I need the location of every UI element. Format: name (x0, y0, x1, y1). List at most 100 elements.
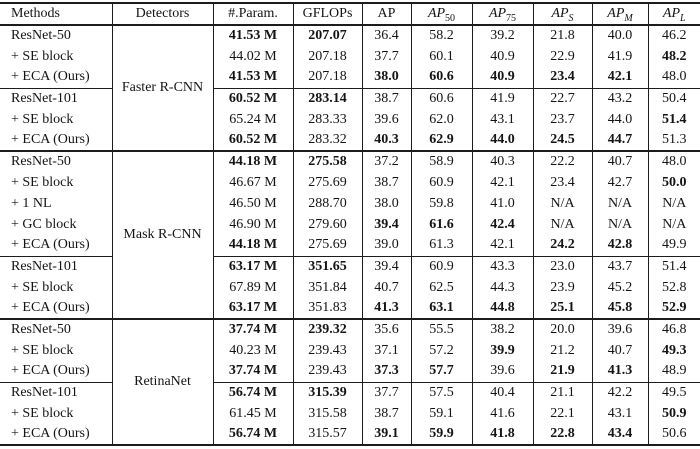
metric-cell: N/A (592, 193, 649, 214)
method-cell: + SE block (0, 277, 113, 298)
metric-cell: 38.0 (362, 193, 412, 214)
column-header-methods: Methods (0, 3, 113, 26)
metric-cell: 239.43 (293, 340, 363, 361)
metric-cell: 58.9 (411, 150, 473, 172)
metric-cell: 51.3 (662, 132, 687, 147)
metric-cell: N/A (662, 195, 687, 211)
metric-cell: 39.6 (592, 318, 649, 340)
metric-cell: 48.2 (662, 48, 687, 64)
column-header-gflops: GFLOPs (293, 3, 363, 26)
metric-cell: 59.9 (411, 424, 473, 445)
metric-cell: 41.6 (472, 403, 534, 424)
metric-cell: 42.8 (592, 235, 649, 256)
metric-cell: 42.7 (592, 172, 649, 193)
metric-cell: 41.53 M (213, 24, 294, 46)
metric-cell: 59.8 (411, 193, 473, 214)
table-row: + SE block 67.89 M 351.84 40.7 62.5 44.3 23.9 4… (0, 277, 700, 298)
table-row: ResNet-101 60.52 M 283.14 38.7 60.6 41.9 22.7 4… (0, 87, 700, 109)
metric-cell: 37.74 M (213, 318, 294, 340)
column-header-label: AP (488, 6, 507, 21)
column-header-subscript: 50 (445, 12, 456, 24)
metric-cell: 41.3 (362, 298, 412, 319)
metric-cell: 40.3 (472, 150, 534, 172)
metric-cell: 60.52 M (213, 87, 294, 109)
metric-cell: 46.90 M (213, 214, 294, 235)
metric-cell: 283.33 (293, 109, 363, 130)
metric-cell: 37.74 M (213, 361, 294, 382)
detector-cell: Mask R-CNN (112, 150, 214, 319)
metric-cell: 315.57 (293, 424, 363, 445)
metric-cell: 57.7 (411, 361, 473, 382)
column-header-label: Methods (11, 6, 60, 21)
table-row: + ECA (Ours) 37.74 M 239.43 37.3 57.7 39.6 21.… (0, 361, 700, 382)
metric-cell: 43.4 (592, 424, 649, 445)
column-header-param: #.Param. (213, 3, 294, 26)
metric-cell: 41.8 (472, 424, 534, 445)
table-row: + SE block 46.67 M 275.69 38.7 60.9 42.1 23.4 4… (0, 172, 700, 193)
metric-cell: 60.9 (411, 255, 473, 277)
metric-cell: 38.2 (472, 318, 534, 340)
column-header-ap75: AP75 (472, 3, 534, 26)
metric-cell: 38.0 (362, 67, 412, 88)
metric-cell: 42.1 (472, 172, 534, 193)
column-header-label: AP (427, 6, 446, 21)
metric-cell: 43.7 (592, 255, 649, 277)
method-cell: ResNet-50 (0, 150, 113, 172)
metric-cell: 39.4 (362, 255, 412, 277)
metric-cell: 288.70 (293, 193, 363, 214)
table-row: + ECA (Ours) 41.53 M 207.18 38.0 60.6 40.9 23.… (0, 67, 700, 88)
column-header-aps: APS (533, 3, 593, 26)
metric-cell: 22.2 (533, 150, 593, 172)
metric-cell: 25.1 (533, 298, 593, 319)
column-header-apl: APL (648, 3, 700, 26)
metric-cell: N/A (592, 214, 649, 235)
metric-cell: 42.4 (472, 214, 534, 235)
table-row: + GC block 46.90 M 279.60 39.4 61.6 42.4 N/A N/… (0, 214, 700, 235)
table-row: + ECA (Ours) 60.52 M 283.32 40.3 62.9 44.0 24.… (0, 130, 700, 151)
metric-cell: 279.60 (293, 214, 363, 235)
metric-cell: 39.6 (362, 109, 412, 130)
detector-cell: RetinaNet (112, 318, 214, 445)
column-header-subscript: 75 (506, 12, 517, 24)
metric-cell: 35.6 (362, 318, 412, 340)
metric-cell: 50.9 (662, 405, 687, 421)
metric-cell: 44.0 (592, 109, 649, 130)
metric-cell: 50.4 (648, 87, 700, 109)
column-header-label: GFLOPs (302, 6, 353, 21)
metric-cell: 48.0 (662, 69, 687, 85)
table-row: + SE block 61.45 M 315.58 38.7 59.1 41.6 22.1 4… (0, 403, 700, 424)
metric-cell: 41.9 (592, 46, 649, 67)
method-cell: + SE block (0, 109, 113, 130)
method-cell: + ECA (Ours) (0, 424, 113, 445)
metric-cell: 24.2 (533, 235, 593, 256)
metric-cell: 62.5 (411, 277, 473, 298)
column-header-label: Detectors (135, 6, 190, 21)
metric-cell: 44.3 (472, 277, 534, 298)
column-header-label: #.Param. (228, 6, 278, 21)
metric-cell: 60.9 (411, 172, 473, 193)
metric-cell: 37.1 (362, 340, 412, 361)
metric-cell: 43.1 (592, 403, 649, 424)
table-row: ResNet-101 63.17 M 351.65 39.4 60.9 43.3 23.0 4… (0, 255, 700, 277)
method-cell: ResNet-101 (0, 255, 113, 277)
method-cell: + 1 NL (0, 193, 113, 214)
table-row: + 1 NL 46.50 M 288.70 38.0 59.8 41.0 N/A N/A N/A (0, 193, 700, 214)
metric-cell: 40.0 (592, 24, 649, 46)
metric-cell: 57.5 (411, 381, 473, 403)
metric-cell: 41.53 M (213, 67, 294, 88)
metric-cell: 39.9 (472, 340, 534, 361)
metric-cell: 51.4 (662, 111, 687, 127)
table-row: + ECA (Ours) 56.74 M 315.57 39.1 59.9 41.8 22.… (0, 424, 700, 445)
metric-cell: 41.0 (472, 193, 534, 214)
metric-cell: 39.2 (472, 24, 534, 46)
table-header-row: Methods Detectors #.Param. GFLOPs AP AP50 AP75… (0, 3, 700, 26)
method-cell: + ECA (Ours) (0, 130, 113, 151)
metric-cell: 39.6 (472, 361, 534, 382)
metric-cell: 46.2 (648, 24, 700, 46)
metric-cell: 40.9 (472, 67, 534, 88)
metric-cell: 40.7 (592, 150, 649, 172)
table-row: ResNet-50 RetinaNet 37.74 M 239.32 35.6 55.5 3… (0, 318, 700, 445)
metric-cell: 62.9 (411, 130, 473, 151)
metric-cell: 38.7 (362, 87, 412, 109)
